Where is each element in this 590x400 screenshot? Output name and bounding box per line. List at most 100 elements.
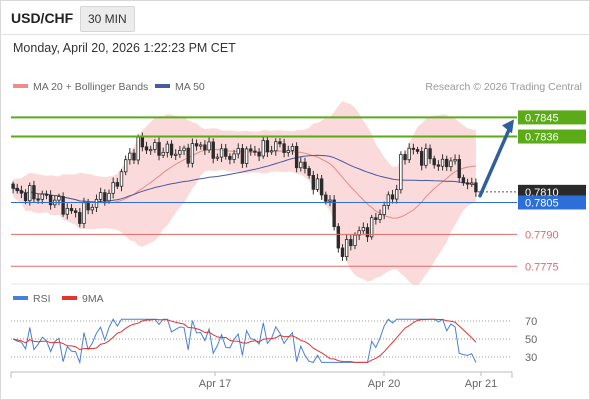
bullish-candle-body — [148, 149, 153, 152]
bearish-candle-body — [336, 226, 341, 249]
candle — [103, 189, 107, 206]
bearish-candle-body — [428, 148, 432, 160]
bearish-candle-body — [420, 151, 424, 166]
candle — [453, 154, 457, 165]
candle — [474, 178, 478, 197]
price-panel — [11, 101, 478, 286]
candle — [315, 173, 320, 192]
bearish-candle-body — [61, 196, 65, 215]
bearish-candle-body — [365, 227, 370, 238]
candle — [428, 144, 432, 164]
bearish-candle-body — [432, 158, 436, 166]
candle — [161, 147, 165, 158]
candle — [215, 153, 220, 161]
rsi-ma-line — [12, 318, 477, 363]
candle — [132, 148, 136, 165]
candle — [153, 139, 157, 153]
copyright-label: Research © 2026 Trading Central — [425, 81, 582, 93]
bearish-candle-body — [415, 149, 420, 152]
symbol-title: USD/CHF — [11, 10, 74, 26]
candle — [257, 148, 261, 162]
bearish-candle-body — [186, 147, 190, 164]
bearish-candle-body — [324, 194, 328, 202]
bullish-candle-body — [386, 194, 391, 206]
bearish-candle-body — [332, 199, 336, 227]
candle — [361, 222, 366, 234]
bullish-candle-body — [328, 199, 332, 202]
candle — [440, 154, 445, 171]
bullish-candle-body — [449, 160, 453, 168]
bearish-candle-body — [48, 194, 53, 206]
candle — [73, 208, 78, 218]
candle — [11, 181, 15, 194]
candle — [332, 195, 336, 231]
bearish-candle-body — [19, 190, 24, 194]
candle — [399, 151, 403, 194]
candle — [470, 177, 474, 187]
candle — [224, 143, 228, 160]
candle — [457, 154, 461, 183]
candle — [111, 177, 115, 199]
bullish-candle-body — [315, 178, 320, 190]
pivot-level-label: 0.7805 — [525, 197, 559, 209]
candle — [319, 174, 324, 201]
bearish-candle-body — [349, 239, 353, 247]
candle — [357, 226, 361, 241]
candle — [78, 207, 82, 228]
candle — [449, 157, 453, 172]
bullish-candle-body — [98, 192, 103, 200]
bearish-candle-body — [224, 148, 228, 157]
candle — [199, 141, 203, 150]
candle — [228, 153, 232, 165]
candle — [365, 223, 370, 242]
timeframe-button[interactable]: 30 MIN — [80, 6, 135, 32]
header-bar: USD/CHF 30 MIN — [0, 0, 590, 35]
candle — [203, 140, 207, 155]
candle — [57, 193, 61, 206]
bullish-candle-body — [394, 189, 399, 200]
bullish-candle-body — [244, 148, 249, 164]
ma20-legend-label: MA 20 + Bollinger Bands — [33, 81, 148, 93]
bearish-candle-body — [44, 193, 49, 196]
bullish-candle-body — [232, 153, 236, 160]
current-label-box — [518, 184, 586, 199]
rsi-legend-swatch — [13, 296, 28, 300]
bullish-candle-body — [207, 141, 211, 151]
candle — [219, 143, 224, 163]
bearish-candle-body — [303, 161, 307, 169]
bearish-candle-body — [294, 146, 299, 169]
bullish-candle-body — [178, 150, 182, 155]
bearish-candle-body — [436, 164, 441, 167]
candle — [178, 145, 182, 158]
bearish-candle-body — [465, 182, 470, 185]
candle — [269, 145, 274, 155]
candle — [119, 168, 124, 192]
bearish-candle-body — [23, 192, 28, 202]
bullish-candle-body — [174, 153, 178, 156]
bullish-candle-body — [299, 161, 303, 169]
candle — [48, 190, 53, 210]
candle — [28, 182, 32, 206]
candle — [344, 234, 349, 261]
bullish-candle-body — [57, 196, 61, 201]
resistance-level-label: 0.7845 — [525, 112, 559, 124]
bearish-candle-body — [115, 182, 120, 187]
bullish-candle-body — [111, 182, 115, 194]
bullish-candle-body — [40, 193, 44, 200]
bullish-candle-body — [161, 152, 165, 156]
bearish-candle-body — [257, 151, 261, 157]
bullish-candle-body — [182, 147, 186, 151]
bullish-candle-body — [65, 208, 69, 215]
candle — [278, 138, 282, 148]
bearish-candle-body — [282, 143, 286, 153]
bullish-candle-body — [199, 144, 203, 147]
bearish-candle-body — [15, 187, 19, 192]
bullish-candle-body — [369, 217, 374, 238]
ma50-legend-label: MA 50 — [175, 81, 205, 93]
candle — [61, 192, 65, 217]
candle — [90, 204, 95, 215]
candle — [299, 157, 303, 172]
candle — [148, 145, 153, 155]
rsi-ma-legend-swatch — [62, 296, 77, 300]
